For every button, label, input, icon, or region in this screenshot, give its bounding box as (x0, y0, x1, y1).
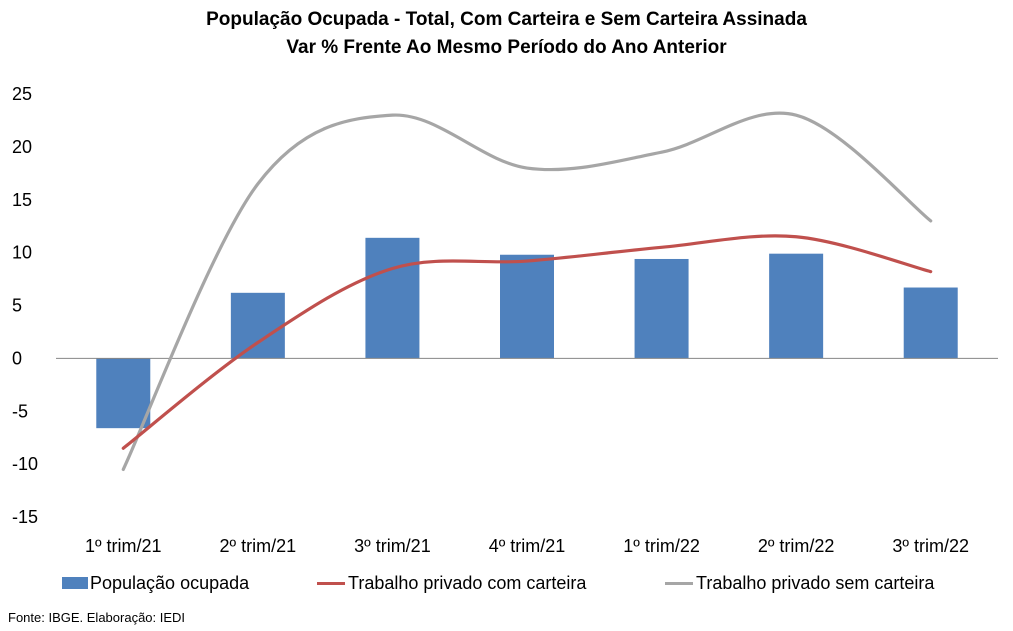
x-tick-label: 2º trim/21 (220, 536, 297, 556)
line-com-carteira (121, 234, 933, 450)
y-tick-label: 0 (12, 348, 22, 368)
y-tick-label: 5 (12, 296, 22, 316)
legend-label-sem-carteira: Trabalho privado sem carteira (696, 573, 935, 593)
bar-populacao-ocupada (769, 253, 824, 359)
bar-populacao-ocupada (634, 258, 689, 359)
x-tick-label: 2º trim/22 (758, 536, 835, 556)
bar-populacao-ocupada (96, 358, 151, 429)
y-tick-label: -5 (12, 401, 28, 421)
bar-populacao-ocupada (365, 237, 420, 359)
y-tick-label: -15 (12, 507, 38, 527)
chart-title-block: População Ocupada - Total, Com Carteira … (0, 6, 1013, 62)
source-note: Fonte: IBGE. Elaboração: IEDI (8, 610, 186, 625)
legend-label-com-carteira: Trabalho privado com carteira (348, 573, 587, 593)
y-tick-label: 15 (12, 190, 32, 210)
x-tick-label: 3º trim/22 (892, 536, 969, 556)
x-tick-label: 1º trim/21 (85, 536, 162, 556)
legend-label-populacao-ocupada: População ocupada (90, 573, 250, 593)
chart-subtitle: Var % Frente Ao Mesmo Período do Ano Ant… (286, 37, 727, 58)
x-tick-label: 1º trim/22 (623, 536, 700, 556)
y-tick-label: -10 (12, 454, 38, 474)
bar-populacao-ocupada (903, 287, 958, 359)
chart-plot: 25 20 15 10 5 0 -5 -10 -15 1º trim/21 2º trim/21 3º… (12, 84, 998, 556)
y-tick-label: 25 (12, 84, 32, 104)
chart-legend: População ocupada Trabalho privado com c… (0, 571, 1013, 595)
legend-swatch-line-com-carteira (317, 582, 345, 585)
bar-populacao-ocupada (230, 292, 285, 359)
x-tick-label: 4º trim/21 (489, 536, 566, 556)
line-sem-carteira (121, 111, 933, 472)
chart-title: População Ocupada - Total, Com Carteira … (206, 9, 807, 30)
legend-swatch-bar (62, 577, 88, 589)
y-tick-label: 10 (12, 243, 32, 263)
x-tick-label: 3º trim/21 (354, 536, 431, 556)
y-tick-label: 20 (12, 137, 32, 157)
legend-swatch-line-sem-carteira (665, 582, 693, 585)
bar-populacao-ocupada (500, 254, 554, 359)
